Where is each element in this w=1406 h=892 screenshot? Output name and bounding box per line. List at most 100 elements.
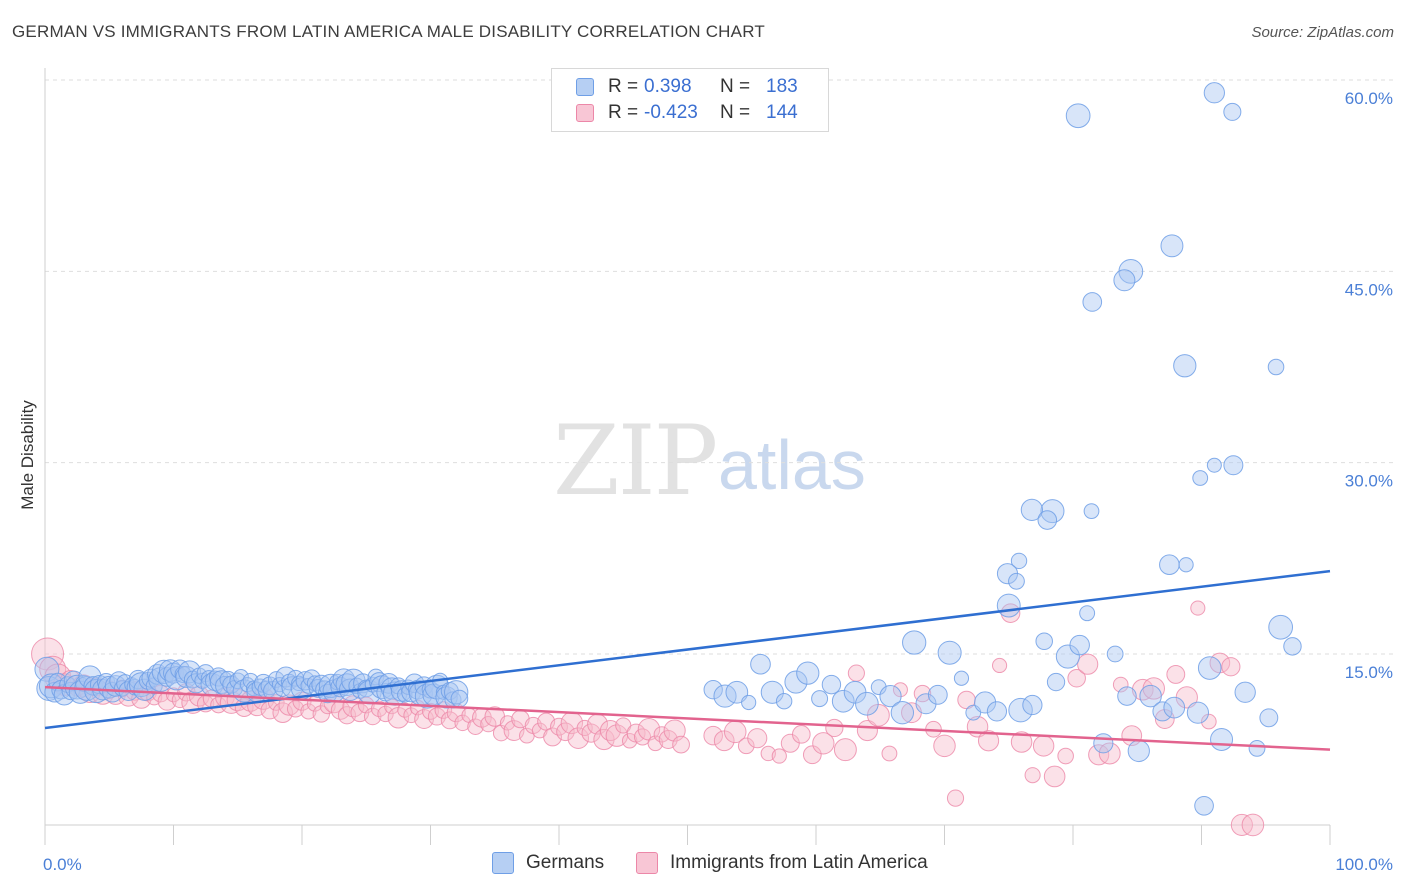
german-point: [444, 680, 469, 705]
german-point: [902, 630, 927, 655]
german-point: [1268, 614, 1294, 640]
legend-row-latin: R = -0.423 N = 144: [576, 101, 798, 125]
latin-point: [1088, 744, 1110, 766]
latin-point: [440, 711, 459, 730]
latin-point: [454, 714, 471, 732]
latin-point: [1166, 664, 1186, 684]
german-point: [927, 684, 948, 705]
y-axis-label: Male Disability: [18, 400, 37, 510]
german-point: [1192, 470, 1209, 486]
german-point: [1283, 637, 1302, 656]
german-point: [1178, 557, 1194, 573]
german-point: [953, 670, 970, 686]
latin-point: [1024, 767, 1041, 784]
y-tick-labels: 15.0% 30.0% 45.0% 60.0%: [1345, 89, 1393, 682]
legend-swatch-germans: [576, 78, 594, 96]
latin-point: [1190, 600, 1206, 616]
latin-point: [703, 725, 723, 746]
german-point: [1267, 358, 1285, 376]
german-point: [996, 593, 1021, 618]
german-point: [233, 669, 249, 685]
y-tick-label: 30.0%: [1345, 472, 1393, 491]
german-point: [703, 680, 723, 700]
german-point: [937, 640, 962, 665]
latin-point: [825, 718, 844, 738]
bottom-legend-latin: Immigrants from Latin America: [636, 852, 928, 874]
latin-point: [977, 730, 1000, 752]
german-point: [450, 689, 469, 708]
latin-point: [791, 725, 811, 744]
latin-point: [1077, 653, 1099, 675]
german-point: [1117, 686, 1137, 706]
german-point: [1083, 503, 1100, 520]
latin-point: [991, 657, 1008, 674]
german-point: [1160, 234, 1184, 258]
german-point: [1022, 694, 1043, 716]
german-point: [741, 694, 757, 711]
watermark-zip: ZIP: [553, 405, 718, 517]
germans-series: [34, 82, 1302, 816]
german-point: [1065, 103, 1091, 129]
legend-n-label: N =: [720, 102, 751, 123]
german-point: [1159, 554, 1180, 576]
german-point: [775, 692, 793, 710]
latin-point: [1043, 765, 1066, 788]
legend-n-value: 144: [766, 102, 798, 123]
german-point: [1248, 739, 1266, 757]
bottom-legend-label-germans: Germans: [526, 852, 605, 873]
latin-point: [946, 789, 965, 807]
legend: R = 0.398 N = 183 R = -0.423 N = 144: [551, 68, 829, 132]
german-point: [1210, 727, 1234, 751]
y-tick-label: 60.0%: [1345, 89, 1393, 108]
legend-n-label: N =: [720, 76, 751, 97]
chart-source: Source: ZipAtlas.com: [1251, 24, 1394, 41]
legend-r-value: -0.423: [644, 102, 698, 123]
german-point: [1008, 697, 1033, 723]
watermark-atlas: atlas: [718, 426, 866, 504]
legend-r-label: R =: [608, 76, 639, 97]
german-point: [1163, 696, 1186, 719]
german-point: [811, 690, 829, 708]
latin-point: [747, 728, 768, 749]
german-point: [1234, 681, 1256, 703]
legend-row-germans: R = 0.398 N = 183: [576, 75, 798, 99]
latin-point: [1098, 742, 1121, 765]
german-point: [760, 680, 784, 704]
german-point: [1203, 82, 1225, 104]
german-point: [821, 674, 842, 695]
german-point: [1194, 795, 1214, 816]
german-point: [1037, 510, 1058, 530]
german-point: [1035, 632, 1053, 651]
german-point: [855, 691, 879, 716]
bottom-legend-swatch-latin: [636, 852, 658, 874]
legend-r-label: R =: [608, 102, 639, 123]
german-point: [890, 701, 915, 725]
german-point: [796, 661, 820, 685]
latin-point: [771, 748, 787, 764]
german-point: [1008, 572, 1025, 590]
german-point: [1173, 354, 1197, 378]
latin-point: [856, 719, 878, 742]
german-point: [34, 656, 60, 682]
bottom-legend: Germans Immigrants from Latin America: [0, 852, 1406, 878]
latin-point: [892, 682, 908, 698]
germans-trend-line: [44, 569, 1331, 730]
german-point: [1206, 457, 1222, 473]
german-point: [1186, 701, 1210, 724]
german-point: [750, 653, 771, 675]
latin-point: [833, 738, 857, 762]
latin-point: [286, 700, 305, 718]
latin-point: [503, 720, 525, 741]
latin-point: [1032, 735, 1055, 757]
german-point: [870, 679, 887, 696]
german-point: [986, 701, 1008, 722]
x-tick-label: 0.0%: [43, 855, 82, 874]
latin-point: [1241, 813, 1265, 837]
bottom-legend-swatch-germans: [492, 852, 514, 874]
legend-swatch-latin: [576, 104, 594, 122]
latin-point: [1112, 676, 1129, 693]
german-point: [1197, 656, 1222, 680]
german-point: [1113, 269, 1136, 292]
latin-point: [881, 745, 898, 762]
